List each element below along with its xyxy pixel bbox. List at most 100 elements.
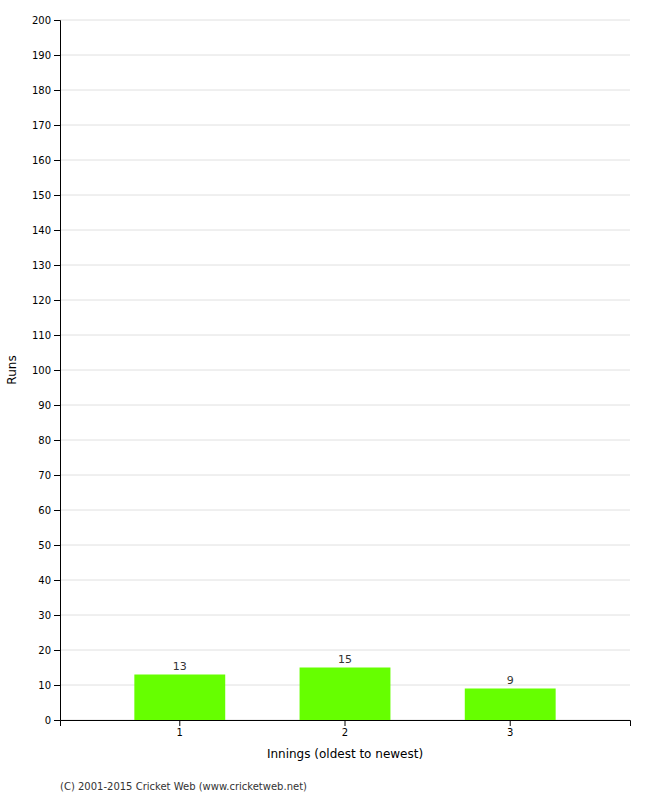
tick-label: 100 — [32, 365, 51, 376]
tick: 3 — [507, 720, 513, 738]
grid-line — [60, 615, 630, 616]
tick-label: 30 — [38, 610, 51, 621]
tick-mark — [179, 720, 180, 726]
tick: 1 — [177, 720, 183, 738]
tick-mark — [54, 125, 60, 126]
x-axis: 1 2 3 — [61, 720, 631, 738]
tick: 2 — [342, 720, 348, 738]
tick-mark — [345, 720, 346, 726]
bar — [300, 668, 391, 721]
tick: 80 — [38, 435, 60, 446]
bars — [134, 668, 555, 721]
tick-mark — [54, 90, 60, 91]
plot: 0 10 20 30 40 50 60 70 80 90 100 110 120 130 140 150 160… — [32, 15, 631, 738]
grid-line — [60, 370, 630, 371]
data-label: 9 — [507, 674, 514, 687]
grid-line — [60, 20, 630, 21]
footer: (C) 2001-2015 Cricket Web (www.cricketwe… — [60, 781, 307, 792]
data-label: 13 — [173, 660, 187, 673]
tick-mark — [54, 510, 60, 511]
tick-mark — [54, 580, 60, 581]
grid-line — [60, 90, 630, 91]
tick-label: 70 — [38, 470, 51, 481]
tick-label: 150 — [32, 190, 51, 201]
tick-mark — [510, 720, 511, 726]
chart: 0 10 20 30 40 50 60 70 80 90 100 110 120 130 140 150 160… — [0, 0, 650, 800]
tick-label: 130 — [32, 260, 51, 271]
tick-mark — [54, 230, 60, 231]
tick-label: 60 — [38, 505, 51, 516]
tick-mark — [54, 265, 60, 266]
tick-label: 50 — [38, 540, 51, 551]
tick: 120 — [32, 295, 60, 306]
tick-mark — [54, 160, 60, 161]
grid-line — [60, 580, 630, 581]
tick-label: 80 — [38, 435, 51, 446]
tick: 70 — [38, 470, 60, 481]
grid-line — [60, 300, 630, 301]
tick-mark — [54, 300, 60, 301]
y-axis-title: Runs — [5, 355, 19, 384]
tick-mark — [54, 20, 60, 21]
data-labels: 13159 — [173, 653, 514, 687]
grid-line — [60, 405, 630, 406]
tick: 90 — [38, 400, 60, 411]
tick: 10 — [38, 680, 60, 691]
tick-mark — [54, 475, 60, 476]
tick-label: 170 — [32, 120, 51, 131]
tick: 60 — [38, 505, 60, 516]
tick: 30 — [38, 610, 60, 621]
grid-line — [60, 440, 630, 441]
bar — [134, 675, 225, 721]
grid-line — [60, 510, 630, 511]
tick-label: 180 — [32, 85, 51, 96]
tick: 100 — [32, 365, 60, 376]
x-axis-title: Innings (oldest to newest) — [267, 747, 423, 761]
tick-mark — [54, 440, 60, 441]
grid-line — [60, 195, 630, 196]
tick-label: 140 — [32, 225, 51, 236]
grid-line — [60, 160, 630, 161]
grid-line — [60, 650, 630, 651]
tick-mark — [54, 545, 60, 546]
tick: 190 — [32, 50, 60, 61]
tick-label: 190 — [32, 50, 51, 61]
tick-label: 2 — [342, 727, 348, 738]
grid-line — [60, 230, 630, 231]
grid-line — [60, 55, 630, 56]
tick: 200 — [32, 15, 60, 26]
tick-label: 200 — [32, 15, 51, 26]
tick-label: 20 — [38, 645, 51, 656]
tick: 110 — [32, 330, 60, 341]
tick-label: 110 — [32, 330, 51, 341]
tick-mark — [54, 615, 60, 616]
tick-mark — [54, 335, 60, 336]
tick-mark — [54, 195, 60, 196]
tick: 50 — [38, 540, 60, 551]
tick: 160 — [32, 155, 60, 166]
y-axis: 0 10 20 30 40 50 60 70 80 90 100 110 120 130 140 150 160… — [32, 15, 61, 726]
tick-label: 10 — [38, 680, 51, 691]
tick-mark — [54, 650, 60, 651]
axis-line — [54, 21, 61, 721]
bar — [465, 689, 556, 721]
grid-line — [60, 475, 630, 476]
tick: 150 — [32, 190, 60, 201]
tick-label: 90 — [38, 400, 51, 411]
axis-line — [61, 721, 631, 727]
tick-label: 3 — [507, 727, 513, 738]
tick: 0 — [45, 715, 60, 726]
tick-mark — [54, 55, 60, 56]
tick-mark — [54, 370, 60, 371]
tick: 140 — [32, 225, 60, 236]
grid-line — [60, 265, 630, 266]
tick-mark — [54, 685, 60, 686]
tick-mark — [54, 720, 60, 721]
tick-label: 40 — [38, 575, 51, 586]
tick: 20 — [38, 645, 60, 656]
grid-line — [60, 125, 630, 126]
grid-line — [60, 545, 630, 546]
grid-line — [60, 335, 630, 336]
tick: 180 — [32, 85, 60, 96]
tick-label: 0 — [45, 715, 51, 726]
